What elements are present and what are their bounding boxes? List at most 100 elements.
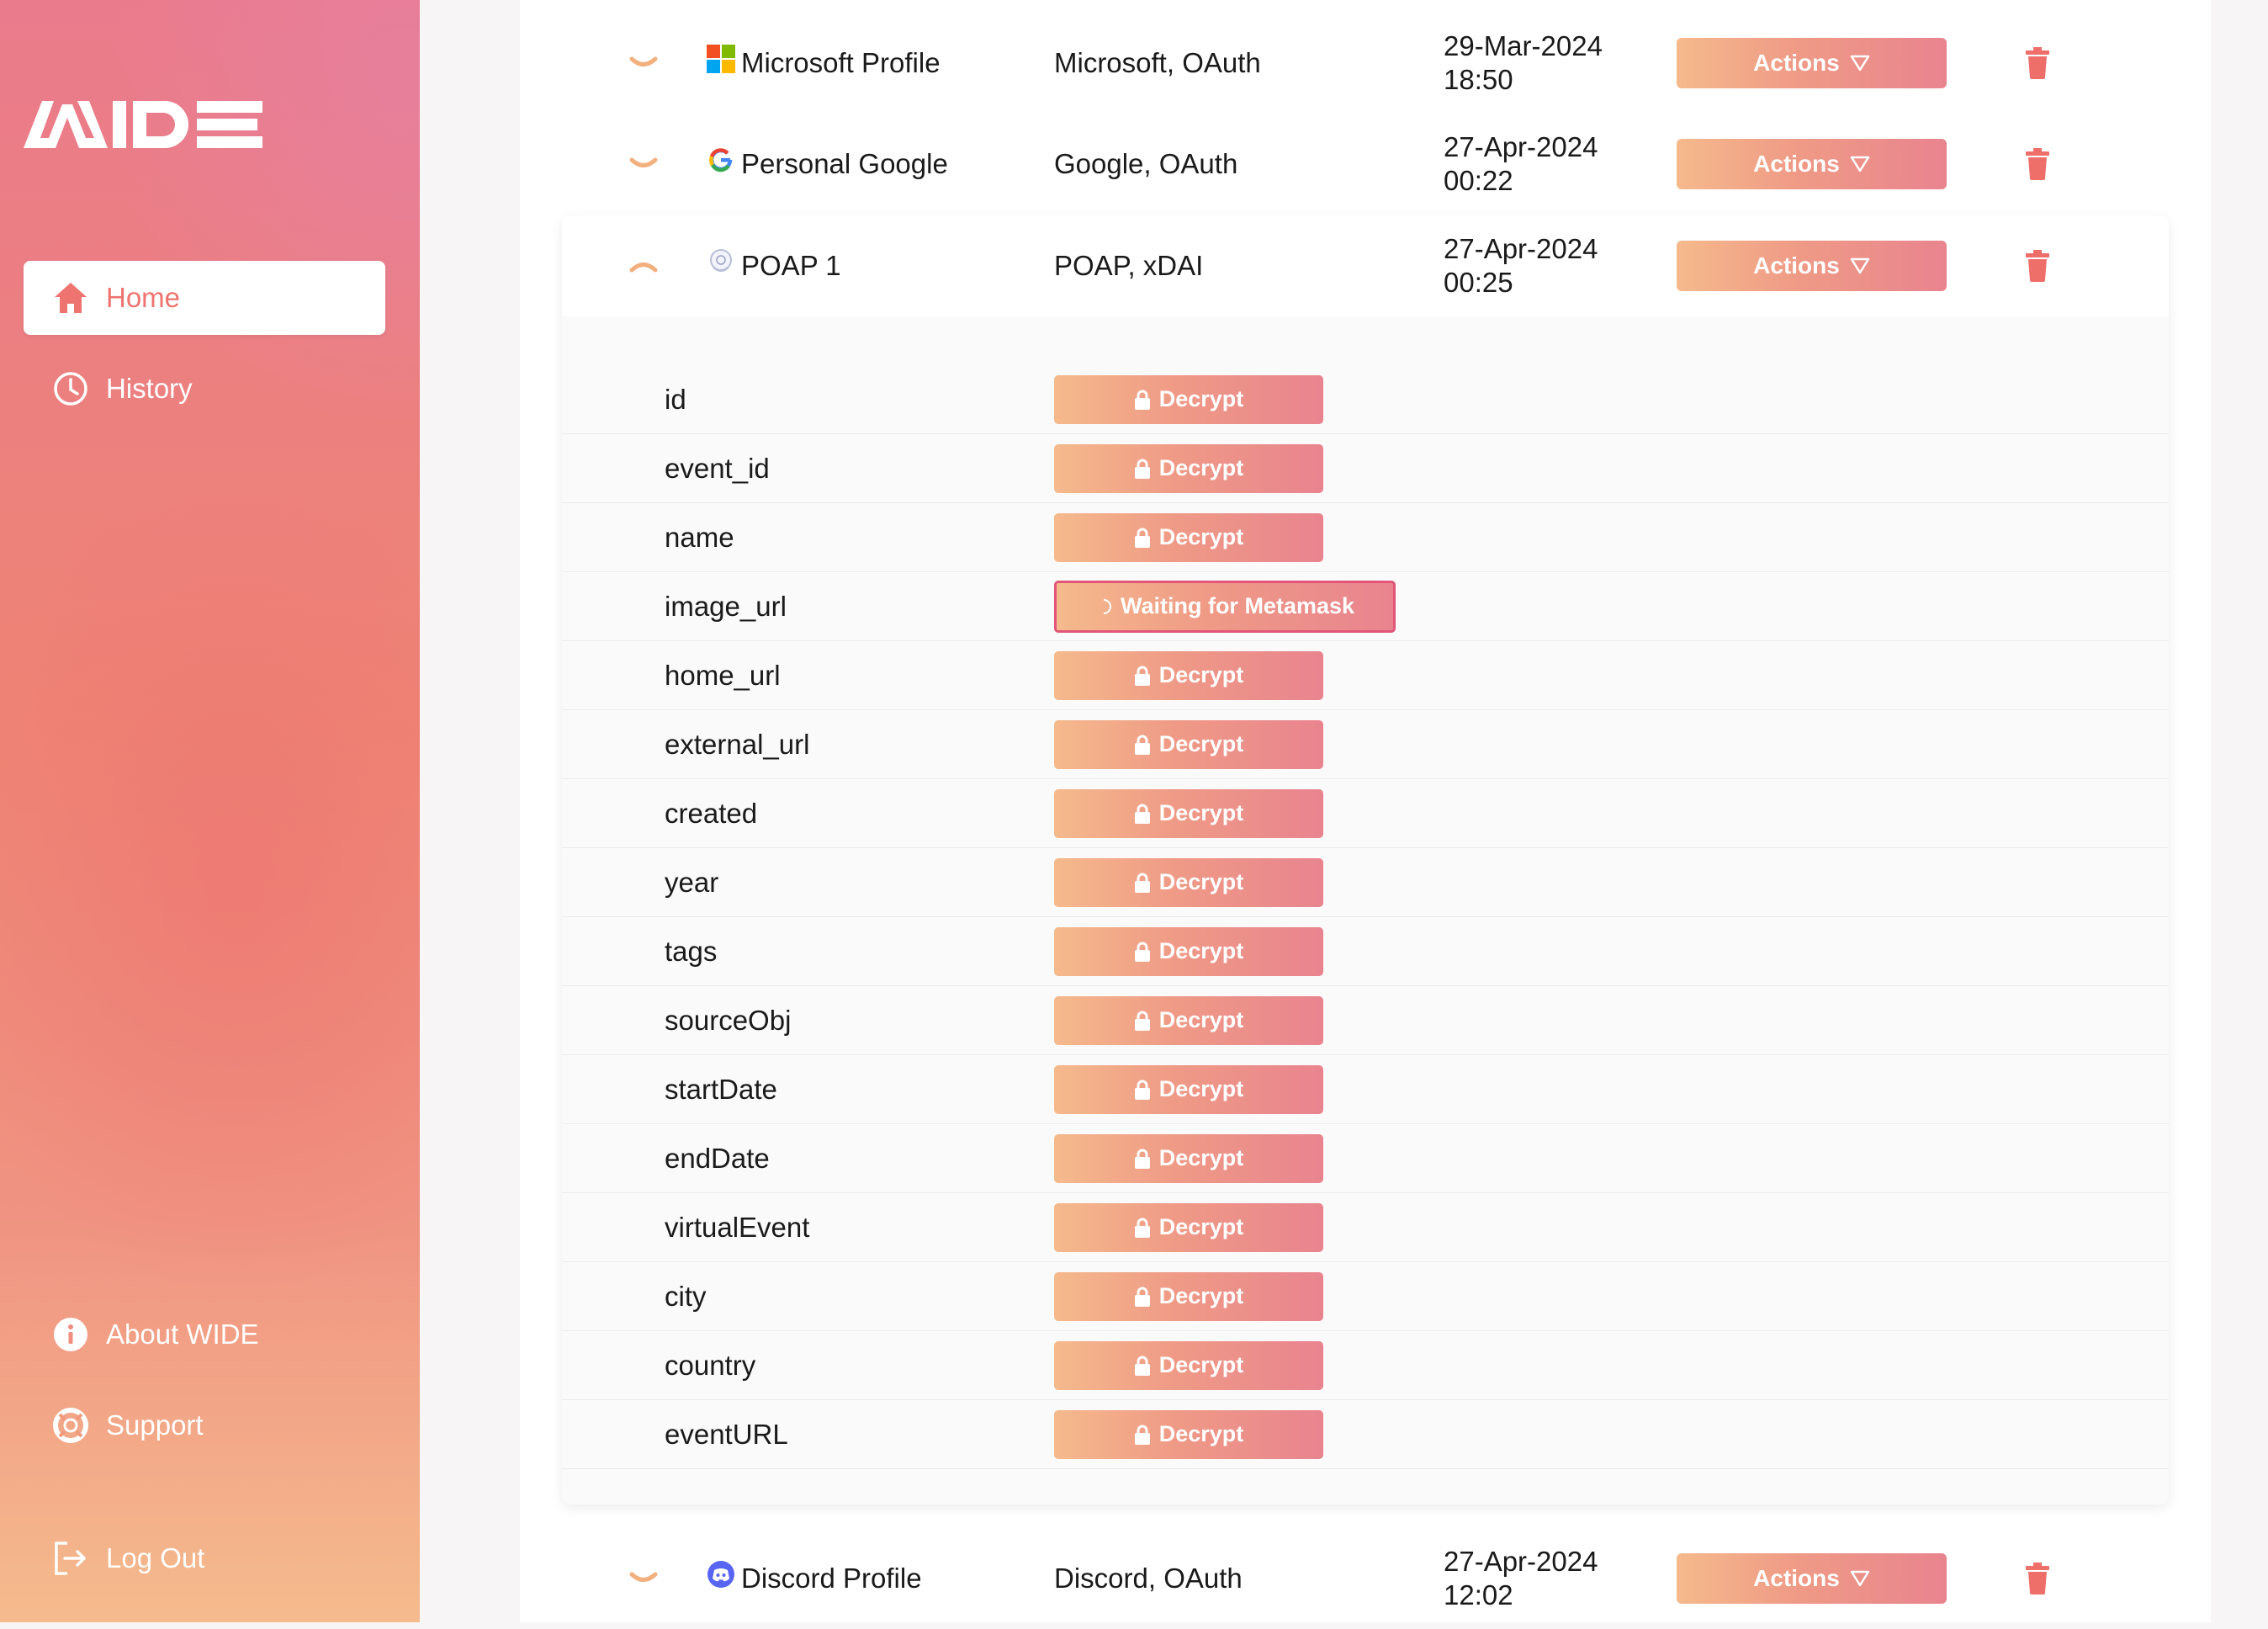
triangle-down-icon <box>1850 156 1870 172</box>
credential-date: 27-Apr-2024 00:22 <box>1444 130 1598 198</box>
actions-button[interactable]: Actions <box>1677 1553 1947 1604</box>
lock-icon <box>1134 666 1150 686</box>
decrypt-button[interactable]: Decrypt <box>1054 443 1323 493</box>
field-name: startDate <box>665 1073 777 1105</box>
date-text: 27-Apr-2024 <box>1444 233 1598 264</box>
field-row: id Decrypt <box>562 365 2169 434</box>
credential-row: Personal Google Google, OAuth 27-Apr-202… <box>562 114 2169 215</box>
credential-type: POAP, xDAI <box>1054 250 1204 281</box>
field-name: country <box>665 1349 756 1381</box>
decrypt-label: Decrypt <box>1158 455 1244 480</box>
sidebar-item-label: Support <box>106 1409 204 1441</box>
decrypt-button[interactable]: Decrypt <box>1054 719 1323 769</box>
sidebar-item-label: Log Out <box>106 1542 205 1573</box>
chevron-down-icon[interactable] <box>629 1570 658 1587</box>
field-row: name Decrypt <box>562 503 2169 572</box>
field-name: sourceObj <box>665 1004 792 1036</box>
lock-icon <box>1134 804 1150 824</box>
field-name: tags <box>665 935 718 967</box>
field-name: name <box>665 521 734 553</box>
waiting-for-metamask-button[interactable]: Waiting for Metamask <box>1054 580 1396 633</box>
credential-name: Personal Google <box>741 148 948 179</box>
field-row: created Decrypt <box>562 779 2169 848</box>
credential-date: 27-Apr-2024 00:25 <box>1444 232 1598 300</box>
field-row: external_url Decrypt <box>562 710 2169 779</box>
decrypt-button[interactable]: Decrypt <box>1054 1340 1323 1390</box>
credential-name: POAP 1 <box>741 250 841 281</box>
decrypt-label: Decrypt <box>1158 938 1244 963</box>
trash-icon[interactable] <box>2025 148 2050 180</box>
sidebar-item-support[interactable]: Support <box>24 1388 385 1462</box>
sidebar-item-home[interactable]: Home <box>24 261 385 335</box>
field-row: sourceObj Decrypt <box>562 986 2169 1055</box>
lock-icon <box>1134 1218 1150 1238</box>
spinner-icon <box>1103 598 1111 614</box>
field-row: year Decrypt <box>562 848 2169 917</box>
sidebar-item-about[interactable]: About WIDE <box>24 1297 385 1372</box>
date-text: 27-Apr-2024 <box>1444 131 1598 162</box>
decrypt-label: Decrypt <box>1158 1283 1244 1308</box>
decrypt-label: Decrypt <box>1158 1214 1244 1239</box>
lock-icon <box>1134 1080 1150 1100</box>
credential-row: Microsoft Profile Microsoft, OAuth 29-Ma… <box>562 13 2169 114</box>
sidebar-item-label: History <box>106 373 193 404</box>
lock-icon <box>1134 528 1150 548</box>
field-name: home_url <box>665 659 781 691</box>
decrypt-button[interactable]: Decrypt <box>1054 1271 1323 1321</box>
time-text: 00:22 <box>1444 165 1513 196</box>
sidebar-item-history[interactable]: History <box>24 352 385 426</box>
lock-icon <box>1134 873 1150 893</box>
lock-icon <box>1134 1287 1150 1307</box>
poap-icon <box>710 249 732 272</box>
credential-card-expanded: POAP 1 POAP, xDAI 27-Apr-2024 00:25 Acti… <box>562 215 2169 1504</box>
decrypt-button[interactable]: Decrypt <box>1054 926 1323 976</box>
actions-button[interactable]: Actions <box>1677 139 1947 189</box>
decrypt-button[interactable]: Decrypt <box>1054 788 1323 838</box>
chevron-down-icon[interactable] <box>629 156 658 172</box>
trash-icon[interactable] <box>2025 250 2050 282</box>
credential-name: Discord Profile <box>741 1563 922 1594</box>
lock-icon <box>1134 1425 1150 1445</box>
field-row: home_url Decrypt <box>562 641 2169 710</box>
sidebar-item-logout[interactable]: Log Out <box>24 1521 385 1595</box>
decrypt-button[interactable]: Decrypt <box>1054 1133 1323 1183</box>
date-text: 27-Apr-2024 <box>1444 1546 1598 1577</box>
decrypt-button[interactable]: Decrypt <box>1054 1202 1323 1252</box>
credential-name: Microsoft Profile <box>741 47 941 78</box>
credential-row: Discord Profile Discord, OAuth 27-Apr-20… <box>562 1528 2169 1629</box>
wide-logo <box>24 101 262 148</box>
actions-label: Actions <box>1753 252 1840 279</box>
credential-type: Google, OAuth <box>1054 148 1238 179</box>
decrypt-button[interactable]: Decrypt <box>1054 650 1323 700</box>
decrypt-button[interactable]: Decrypt <box>1054 374 1323 424</box>
field-row: endDate Decrypt <box>562 1124 2169 1193</box>
actions-button[interactable]: Actions <box>1677 241 1947 291</box>
credential-type: Discord, OAuth <box>1054 1563 1243 1594</box>
decrypt-label: Decrypt <box>1158 1145 1244 1170</box>
decrypt-button[interactable]: Decrypt <box>1054 512 1323 562</box>
decrypt-button[interactable]: Decrypt <box>1054 1409 1323 1459</box>
logout-icon <box>52 1540 89 1577</box>
decrypt-button[interactable]: Decrypt <box>1054 995 1323 1045</box>
field-row: image_url Waiting for Metamask <box>562 572 2169 641</box>
trash-icon[interactable] <box>2025 1563 2050 1595</box>
field-row: tags Decrypt <box>562 917 2169 986</box>
decrypt-button[interactable]: Decrypt <box>1054 857 1323 907</box>
decrypt-button[interactable]: Decrypt <box>1054 1064 1323 1114</box>
field-name: city <box>665 1280 707 1312</box>
waiting-label: Waiting for Metamask <box>1120 593 1355 618</box>
home-icon <box>52 279 89 316</box>
triangle-down-icon <box>1850 1570 1870 1587</box>
decrypt-label: Decrypt <box>1158 1076 1244 1101</box>
field-name: created <box>665 797 758 829</box>
chevron-up-icon[interactable] <box>629 257 658 274</box>
credential-type: Microsoft, OAuth <box>1054 47 1261 78</box>
actions-button[interactable]: Actions <box>1677 38 1947 88</box>
trash-icon[interactable] <box>2025 47 2050 79</box>
chevron-down-icon[interactable] <box>629 55 658 72</box>
lock-icon <box>1134 1149 1150 1169</box>
google-icon <box>709 148 733 172</box>
credential-date: 27-Apr-2024 12:02 <box>1444 1545 1598 1612</box>
field-name: image_url <box>665 590 787 622</box>
field-name: external_url <box>665 728 810 760</box>
